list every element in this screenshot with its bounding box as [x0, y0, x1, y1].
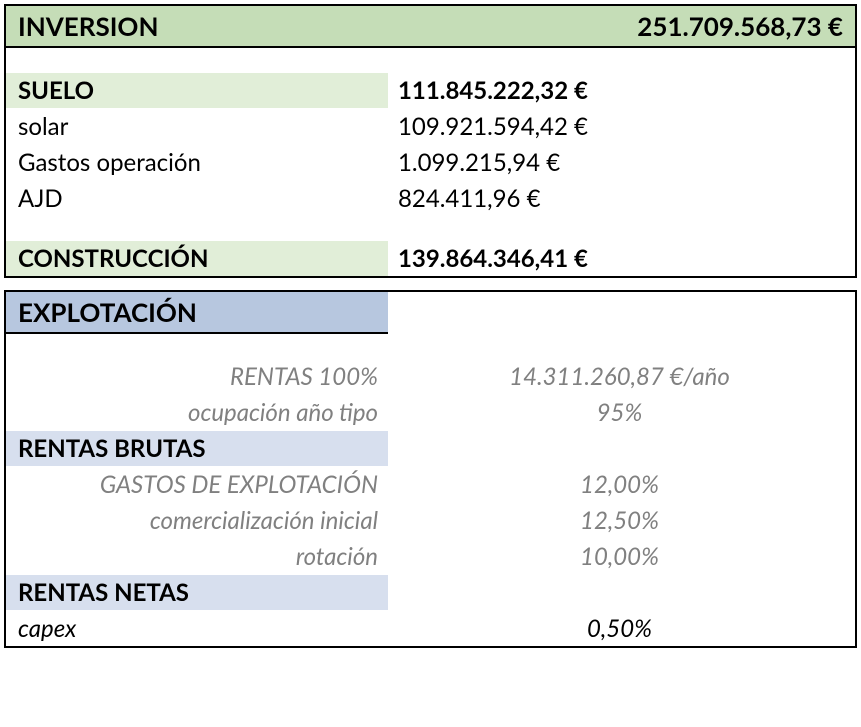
explotacion-header: EXPLOTACIÓN [6, 292, 855, 334]
explotacion-title: EXPLOTACIÓN [6, 292, 388, 334]
comercializacion-row: comercialización inicial 12,50% [6, 502, 855, 538]
inversion-panel: INVERSION 251.709.568,73 € SUELO 111.845… [4, 4, 857, 278]
rotacion-row: rotación 10,00% [6, 538, 855, 574]
rotacion-label: rotación [6, 539, 388, 574]
ajd-value: 824.411,96 € [388, 181, 855, 216]
solar-label: solar [6, 109, 388, 144]
ajd-label: AJD [6, 181, 388, 216]
rotacion-value: 10,00% [388, 539, 855, 574]
comercializacion-label: comercialización inicial [6, 503, 388, 538]
inversion-header: INVERSION 251.709.568,73 € [6, 6, 855, 48]
gastos-explotacion-row: GASTOS DE EXPLOTACIÓN 12,00% [6, 466, 855, 502]
rentas-netas-label: RENTAS NETAS [6, 575, 388, 610]
suelo-label: SUELO [6, 73, 388, 108]
rentas-netas-value [388, 589, 855, 595]
explotacion-header-blank [388, 310, 855, 316]
construccion-row: CONSTRUCCIÓN 139.864.346,41 € [6, 240, 855, 276]
gastos-explotacion-value: 12,00% [388, 467, 855, 502]
spacer [6, 48, 855, 72]
solar-value: 109.921.594,42 € [388, 109, 855, 144]
rentas100-value: 14.311.260,87 €/año [388, 359, 855, 394]
explotacion-panel: EXPLOTACIÓN RENTAS 100% 14.311.260,87 €/… [4, 290, 857, 648]
rentas100-label: RENTAS 100% [6, 359, 388, 394]
inversion-total: 251.709.568,73 € [637, 10, 843, 42]
suelo-value: 111.845.222,32 € [388, 73, 855, 108]
capex-row: capex 0,50% [6, 610, 855, 646]
construccion-label: CONSTRUCCIÓN [6, 241, 388, 276]
ocupacion-label: ocupación año tipo [6, 395, 388, 430]
rentas-brutas-value [388, 445, 855, 451]
comercializacion-value: 12,50% [388, 503, 855, 538]
spacer [6, 334, 855, 358]
rentas-brutas-label: RENTAS BRUTAS [6, 431, 388, 466]
gastos-operacion-value: 1.099.215,94 € [388, 145, 855, 180]
ajd-row: AJD 824.411,96 € [6, 180, 855, 216]
suelo-row: SUELO 111.845.222,32 € [6, 72, 855, 108]
gastos-explotacion-label: GASTOS DE EXPLOTACIÓN [6, 467, 388, 502]
inversion-title: INVERSION [18, 10, 158, 42]
gastos-operacion-label: Gastos operación [6, 145, 388, 180]
rentas100-row: RENTAS 100% 14.311.260,87 €/año [6, 358, 855, 394]
ocupacion-value: 95% [388, 395, 855, 430]
capex-label: capex [6, 611, 388, 646]
rentas-brutas-row: RENTAS BRUTAS [6, 430, 855, 466]
capex-value: 0,50% [388, 611, 855, 646]
spacer [6, 216, 855, 240]
construccion-value: 139.864.346,41 € [388, 241, 855, 276]
gastos-operacion-row: Gastos operación 1.099.215,94 € [6, 144, 855, 180]
rentas-netas-row: RENTAS NETAS [6, 574, 855, 610]
ocupacion-row: ocupación año tipo 95% [6, 394, 855, 430]
solar-row: solar 109.921.594,42 € [6, 108, 855, 144]
